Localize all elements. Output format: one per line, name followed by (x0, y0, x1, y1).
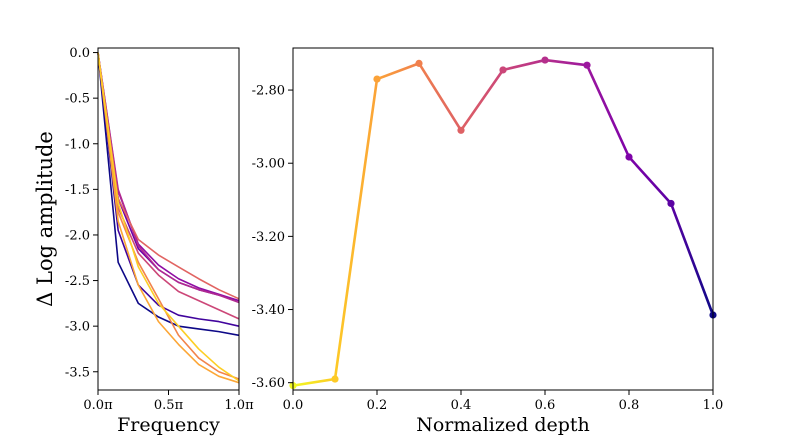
left-series-group (97, 52, 240, 384)
right-data-point-5 (499, 66, 507, 74)
left-y-tick-label: -1.0 (65, 137, 90, 152)
right-line-segment-5 (501, 58, 547, 72)
right-x-tick-label: 1.0 (703, 398, 724, 413)
right-x-tick-label: 0.0 (283, 398, 304, 413)
right-data-point-4 (457, 126, 465, 134)
right-line-segment-4 (459, 68, 505, 132)
right-line-segment-1 (333, 77, 379, 381)
right-line-segment-0 (291, 377, 337, 387)
left-panel: 0.0 -0.5 -1.0 -1.5 -2.0 -2.5 -3.0 -3.5 0.0π 0.5π… (33, 46, 254, 436)
right-data-point-7 (583, 61, 591, 69)
right-x-tick-label: 0.2 (367, 398, 388, 413)
left-plot-frame (97, 47, 240, 391)
left-x-tick-label: 1.0π (224, 398, 254, 413)
left-x-ticks: 0.0π 0.5π 1.0π (83, 390, 254, 413)
right-data-point-8 (625, 153, 633, 161)
left-series-line-6 (97, 52, 240, 300)
right-y-ticks: -2.80 -3.00 -3.20 -3.40 -3.60 (252, 84, 293, 391)
right-data-point-9 (667, 199, 675, 208)
left-series-line-9 (97, 52, 240, 382)
right-line-segment-6 (543, 58, 589, 67)
left-series-line-1 (97, 52, 240, 327)
right-y-tick-label: -2.80 (252, 84, 285, 99)
left-y-tick-label: -3.0 (65, 320, 90, 335)
right-data-point-3 (415, 59, 423, 67)
right-line-segment-3 (417, 62, 463, 132)
left-y-ticks: 0.0 -0.5 -1.0 -1.5 -2.0 -2.5 -3.0 -3.5 (65, 46, 98, 380)
right-x-tick-label: 0.8 (619, 398, 640, 413)
left-y-tick-label: -1.5 (65, 183, 90, 198)
right-y-tick-label: -3.00 (252, 157, 285, 172)
right-line-segment-9 (669, 202, 715, 317)
left-series-line-5 (97, 52, 240, 320)
left-x-tick-label: 0.0π (83, 398, 113, 413)
left-y-tick-label: -2.5 (65, 274, 90, 289)
left-x-tick-label: 0.5π (154, 398, 184, 413)
right-x-tick-label: 0.6 (535, 398, 556, 413)
left-series-line-0 (97, 52, 240, 337)
left-y-tick-label: -0.5 (65, 92, 90, 107)
right-line-segment-2 (375, 62, 421, 81)
right-panel: -2.80-3.00-3.20-3.40-3.60 0.0 0.2 0.4 0.6 0.… (252, 47, 724, 436)
left-y-tick-label: -2.0 (65, 228, 90, 243)
right-series-group (289, 56, 717, 390)
left-series-line-4 (97, 52, 240, 304)
right-x-axis-label: Normalized depth (416, 414, 590, 436)
left-series-line-8 (97, 52, 240, 384)
right-y-tick-label: -3.20 (252, 230, 285, 245)
right-y-tick-label: -3.60 (252, 376, 285, 391)
right-data-point-2 (373, 75, 381, 83)
right-y-tick-label: -3.40 (252, 303, 285, 318)
right-data-point-1 (331, 375, 339, 383)
right-x-ticks: 0.0 0.2 0.4 0.6 0.8 1.0 (283, 390, 724, 413)
right-line-segment-7 (585, 63, 631, 159)
left-x-axis-label: Frequency (117, 414, 220, 436)
left-y-tick-label: 0.0 (69, 46, 90, 61)
right-x-tick-label: 0.4 (451, 398, 472, 413)
left-series-line-7 (97, 52, 240, 380)
right-line-segment-8 (627, 155, 673, 205)
left-y-tick-label: -3.5 (65, 365, 90, 380)
right-data-point-6 (541, 56, 549, 64)
right-plot-frame (292, 47, 714, 391)
left-y-axis-label: Δ Log amplitude (33, 131, 57, 307)
